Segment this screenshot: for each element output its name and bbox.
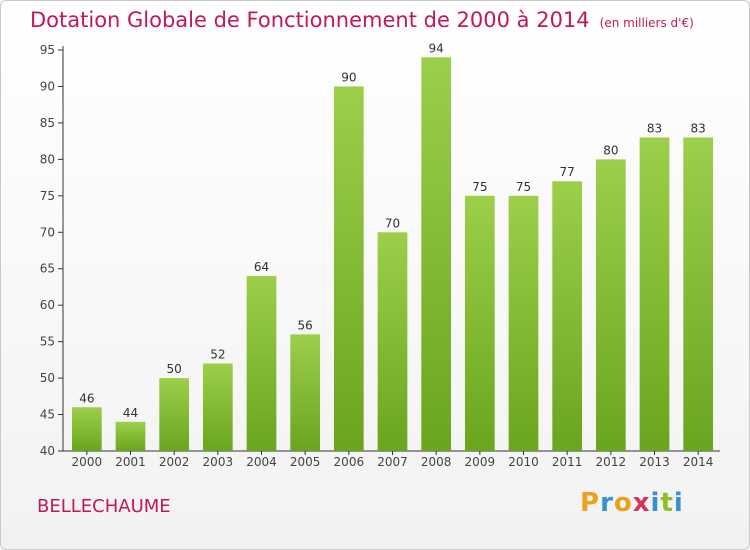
bar [159,378,190,451]
x-tick-label: 2004 [246,455,277,469]
data-label: 64 [254,260,269,274]
bar [683,137,714,451]
y-tick-label: 80 [40,152,55,166]
x-tick-label: 2002 [159,455,190,469]
place-name: BELLECHAUME [37,496,171,517]
x-tick-label: 2014 [683,455,714,469]
y-tick-label: 75 [40,189,55,203]
y-tick-label: 65 [40,262,55,276]
bar [115,421,146,451]
bar [595,159,626,451]
bar [464,195,495,451]
logo-letter: r [600,488,614,518]
bar [333,86,364,452]
logo-letter: i [650,488,661,518]
y-tick-label: 90 [40,79,55,93]
data-label: 77 [560,165,575,179]
bar [552,181,583,451]
bar [508,195,539,451]
y-tick-label: 50 [40,371,55,385]
logo-letter: x [632,488,651,518]
logo-letter: t [660,488,674,518]
y-tick-label: 70 [40,225,55,239]
x-tick-label: 2010 [508,455,539,469]
bar [246,276,277,451]
bar [290,334,321,451]
chart-title: Dotation Globale de Fonctionnement de 20… [30,8,694,32]
bars [71,57,714,452]
x-tick-label: 2006 [334,455,365,469]
proxiti-logo: Proxiti [580,488,684,518]
y-tick-label: 55 [40,335,55,349]
x-tick-label: 2008 [421,455,452,469]
y-tick-label: 60 [40,298,55,312]
data-label: 90 [341,70,356,84]
y-tick-label: 45 [40,408,55,422]
data-label: 75 [516,180,531,194]
x-tick-label: 2005 [290,455,321,469]
x-tick-label: 2012 [596,455,627,469]
data-labels: 46 44 50 52 64 56 90 70 94 75 75 77 80 83 83 [79,41,706,420]
data-label: 94 [429,41,444,55]
data-label: 52 [210,348,225,362]
bar [421,57,452,452]
data-label: 56 [298,318,313,332]
data-label: 44 [123,406,138,420]
x-tick-label: 2013 [639,455,670,469]
data-label: 70 [385,216,400,230]
x-tick-label: 2011 [552,455,583,469]
data-label: 83 [647,121,662,135]
chart-title-text: Dotation Globale de Fonctionnement de 20… [30,8,590,32]
logo-letter: o [613,488,633,518]
bar [639,137,670,451]
data-label: 83 [691,121,706,135]
bar [71,407,102,451]
y-tick-label: 95 [40,43,55,57]
chart-subtitle: (en milliers d'€) [599,16,694,30]
y-tick-label: 40 [40,444,55,458]
x-tick-label: 2009 [465,455,496,469]
bar [377,232,408,451]
x-tick-label: 2007 [377,455,408,469]
y-tick-label: 85 [40,116,55,130]
x-tick-label: 2003 [203,455,234,469]
logo-letter: i [673,488,684,518]
x-tick-label: 2000 [72,455,103,469]
data-label: 75 [472,180,487,194]
x-tick-label: 2001 [115,455,146,469]
bar [202,363,233,451]
data-label: 80 [603,143,618,157]
data-label: 50 [167,362,182,376]
data-label: 46 [79,391,94,405]
logo-letter: P [580,488,601,518]
